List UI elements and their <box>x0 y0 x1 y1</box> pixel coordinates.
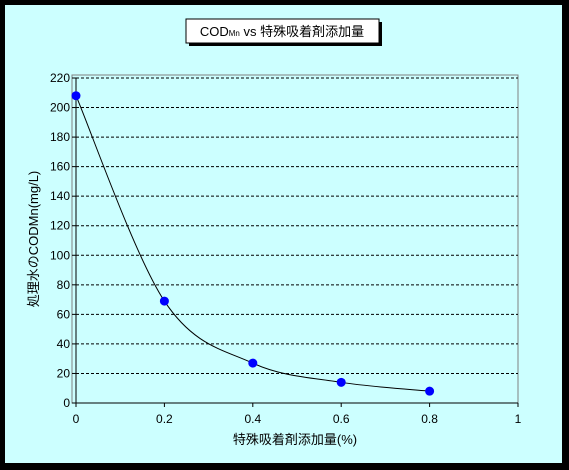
x-tick-label-1: 0.2 <box>156 412 173 426</box>
y-axis-label: 処理水のCODMn(mg/L) <box>26 171 41 308</box>
data-point-2 <box>248 358 258 368</box>
chart-title-shadow <box>189 43 382 46</box>
chart-title-main: COD <box>200 24 229 39</box>
y-tick-label-8: 160 <box>50 160 70 174</box>
x-tick-label-3: 0.6 <box>333 412 350 426</box>
x-tick-label-2: 0.4 <box>244 412 261 426</box>
x-tick-labels: 0 0.2 0.4 0.6 0.8 1 <box>73 412 522 426</box>
chart-title-box <box>185 18 380 44</box>
trend-line <box>75 95 430 392</box>
y-tick-label-0: 0 <box>63 396 70 410</box>
y-tick-labels: 0 20 40 60 80 100 120 140 160 180 200 220 <box>50 71 70 410</box>
chart-title-text: CODMn vs 特殊吸着剤添加量 <box>200 24 364 39</box>
y-tick-label-6: 120 <box>50 219 70 233</box>
y-tick-label-5: 100 <box>50 248 70 262</box>
chart-title-shadow-side <box>379 22 382 46</box>
data-point-4 <box>425 386 435 396</box>
data-point-1 <box>159 296 169 306</box>
y-tick-label-7: 140 <box>50 189 70 203</box>
x-tick-label-0: 0 <box>73 412 80 426</box>
axes <box>72 77 519 407</box>
y-tick-label-10: 200 <box>50 101 70 115</box>
x-tick-label-5: 1 <box>515 412 522 426</box>
data-point-0 <box>71 91 81 101</box>
y-tick-label-9: 180 <box>50 130 70 144</box>
chart-svg: CODMn vs 特殊吸着剤添加量 0 0.2 0.4 0.6 0.8 1 0 20 40 60… <box>26 18 522 447</box>
y-tick-label-3: 60 <box>57 307 71 321</box>
y-tick-label-2: 40 <box>57 337 71 351</box>
data-markers <box>71 91 435 396</box>
y-tick-label-1: 20 <box>57 366 71 380</box>
plot-area <box>71 74 519 404</box>
x-axis-label: 特殊吸着剤添加量(%) <box>233 432 357 447</box>
x-tick-label-4: 0.8 <box>421 412 438 426</box>
y-tick-label-11: 220 <box>50 71 70 85</box>
data-point-3 <box>336 377 346 387</box>
grid-lines <box>76 77 518 374</box>
chart-title: CODMn vs 特殊吸着剤添加量 <box>185 18 382 46</box>
chart-frame: CODMn vs 特殊吸着剤添加量 0 0.2 0.4 0.6 0.8 1 0 20 40 60… <box>4 4 563 464</box>
chart-title-sub: Mn <box>229 29 240 38</box>
y-tick-label-4: 80 <box>57 278 71 292</box>
chart-title-rest: vs 特殊吸着剤添加量 <box>240 24 364 39</box>
